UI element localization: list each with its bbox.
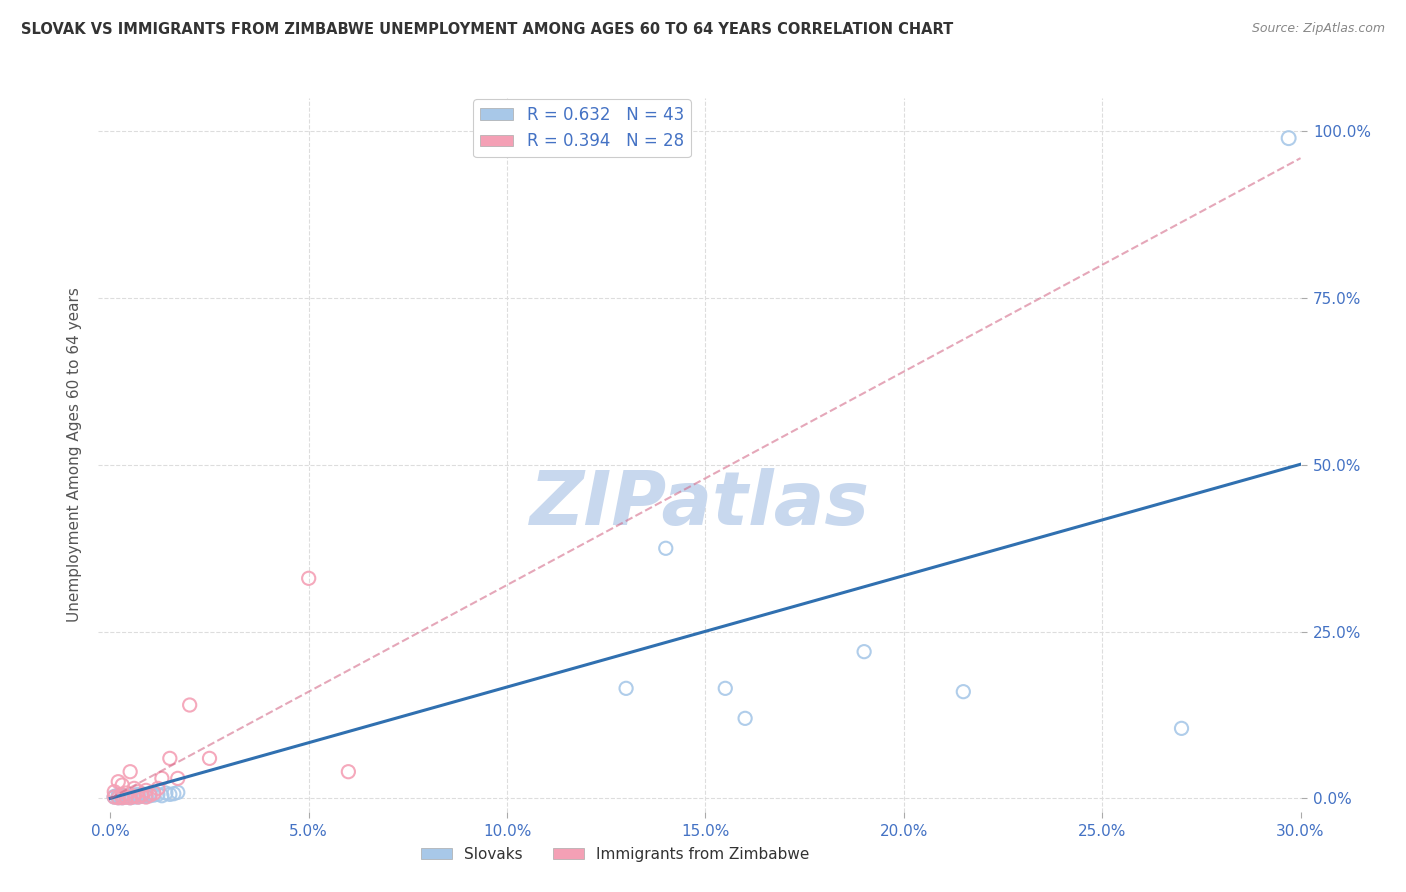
Point bbox=[120, 788, 142, 802]
Y-axis label: Unemployment Among Ages 60 to 64 years: Unemployment Among Ages 60 to 64 years bbox=[67, 287, 83, 623]
Point bbox=[111, 790, 134, 805]
Text: Source: ZipAtlas.com: Source: ZipAtlas.com bbox=[1251, 22, 1385, 36]
Point bbox=[150, 772, 173, 786]
Point bbox=[120, 764, 142, 779]
Text: ZIPatlas: ZIPatlas bbox=[530, 468, 869, 541]
Point bbox=[135, 783, 157, 797]
Point bbox=[198, 751, 221, 765]
Point bbox=[120, 790, 142, 805]
Point bbox=[163, 787, 186, 801]
Point bbox=[107, 774, 129, 789]
Point bbox=[103, 790, 125, 805]
Point bbox=[127, 789, 149, 803]
Point bbox=[122, 781, 145, 796]
Point bbox=[120, 790, 142, 805]
Point bbox=[120, 789, 142, 804]
Point bbox=[179, 698, 201, 712]
Point bbox=[127, 785, 149, 799]
Point bbox=[111, 788, 134, 802]
Point bbox=[103, 785, 125, 799]
Point bbox=[143, 788, 166, 802]
Point bbox=[135, 789, 157, 804]
Point bbox=[298, 571, 321, 585]
Point bbox=[111, 790, 134, 805]
Point bbox=[103, 790, 125, 805]
Point bbox=[111, 790, 134, 805]
Point bbox=[103, 789, 125, 804]
Point bbox=[107, 788, 129, 802]
Point bbox=[139, 789, 162, 803]
Point bbox=[115, 789, 138, 804]
Point bbox=[131, 787, 153, 801]
Point bbox=[1278, 131, 1301, 145]
Point bbox=[952, 684, 974, 698]
Point bbox=[135, 790, 157, 805]
Point bbox=[120, 790, 142, 805]
Point bbox=[155, 786, 177, 800]
Point bbox=[111, 788, 134, 802]
Point bbox=[111, 789, 134, 804]
Point bbox=[131, 788, 153, 802]
Point bbox=[115, 789, 138, 803]
Point bbox=[734, 711, 756, 725]
Point bbox=[135, 788, 157, 802]
Point bbox=[122, 789, 145, 804]
Point bbox=[115, 786, 138, 800]
Point bbox=[115, 790, 138, 805]
Point bbox=[714, 681, 737, 696]
Point bbox=[107, 790, 129, 805]
Point bbox=[166, 785, 188, 799]
Point bbox=[122, 789, 145, 804]
Point bbox=[146, 781, 169, 796]
Point bbox=[127, 788, 149, 802]
Point bbox=[1170, 722, 1192, 736]
Point bbox=[159, 788, 181, 802]
Point bbox=[111, 778, 134, 792]
Point bbox=[655, 541, 678, 556]
Text: SLOVAK VS IMMIGRANTS FROM ZIMBABWE UNEMPLOYMENT AMONG AGES 60 TO 64 YEARS CORREL: SLOVAK VS IMMIGRANTS FROM ZIMBABWE UNEMP… bbox=[21, 22, 953, 37]
Point bbox=[166, 772, 188, 786]
Point bbox=[337, 764, 360, 779]
Point bbox=[131, 789, 153, 804]
Point bbox=[139, 787, 162, 801]
Point bbox=[107, 789, 129, 804]
Point bbox=[139, 788, 162, 802]
Point bbox=[107, 790, 129, 805]
Point bbox=[122, 788, 145, 802]
Point bbox=[159, 751, 181, 765]
Point bbox=[146, 788, 169, 802]
Point bbox=[150, 789, 173, 803]
Point bbox=[143, 786, 166, 800]
Point bbox=[115, 790, 138, 805]
Point bbox=[131, 788, 153, 802]
Point bbox=[853, 645, 876, 659]
Legend: Slovaks, Immigrants from Zimbabwe: Slovaks, Immigrants from Zimbabwe bbox=[415, 841, 815, 868]
Point bbox=[614, 681, 637, 696]
Point bbox=[127, 790, 149, 805]
Point bbox=[127, 790, 149, 805]
Point bbox=[122, 790, 145, 805]
